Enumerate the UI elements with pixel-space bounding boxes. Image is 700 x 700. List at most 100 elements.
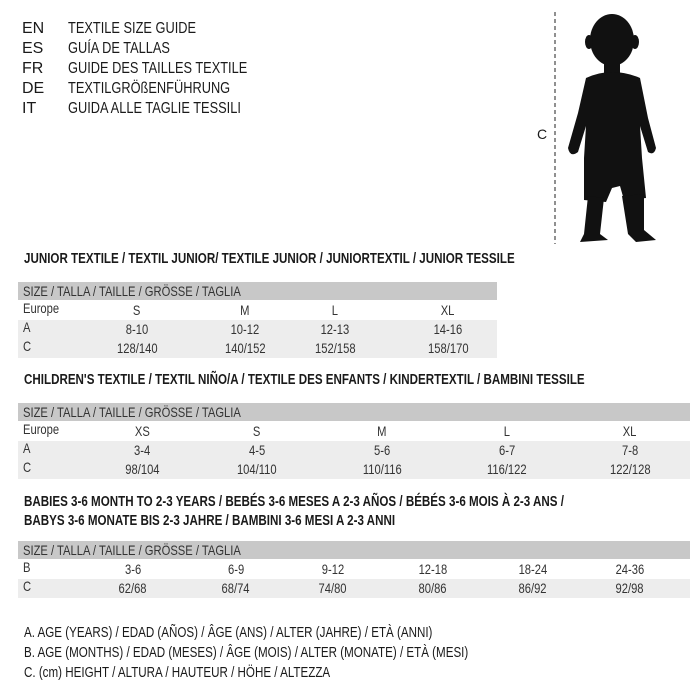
row-label: A bbox=[23, 439, 32, 458]
lang-text-de: TEXTILGRÖßENFÜHRUNG bbox=[68, 80, 231, 97]
table-title: BABIES 3-6 MONTH TO 2-3 YEARS / BEBÉS 3-… bbox=[24, 493, 699, 512]
table-cell-text: 12-13 bbox=[320, 321, 350, 337]
child-silhouette bbox=[568, 14, 656, 242]
lang-code-es: ES bbox=[22, 40, 44, 57]
lang-text-en: TEXTILE SIZE GUIDE bbox=[68, 20, 197, 37]
table-header: SIZE / TALLA / TAILLE / GRÖSSE / TAGLIA bbox=[18, 541, 690, 559]
table-cell: 4-5 bbox=[207, 441, 307, 460]
lang-text-es: GUÍA DE TALLAS bbox=[68, 40, 170, 57]
table-cell: 6-7 bbox=[457, 441, 557, 460]
table-cell: 14-16 bbox=[398, 320, 498, 339]
child-silhouette-icon bbox=[554, 12, 656, 244]
row-label: C bbox=[23, 458, 33, 477]
table-cell: 10-12 bbox=[195, 320, 295, 339]
table-cell: XL bbox=[398, 301, 498, 320]
row-label: Europe bbox=[23, 299, 68, 318]
table-cell-text: S bbox=[133, 302, 141, 318]
table-cell-text: 116/122 bbox=[487, 461, 527, 477]
table-cell: 6-9 bbox=[186, 560, 286, 579]
table-cell: 158/170 bbox=[398, 339, 498, 358]
table-row: Europe S M L XL bbox=[18, 299, 498, 320]
table-cell: 62/68 bbox=[83, 579, 183, 598]
table-cell: 24-36 bbox=[580, 560, 680, 579]
lang-code-en: EN bbox=[22, 20, 45, 37]
table-cell: 152/158 bbox=[285, 339, 385, 358]
table-cell: 7-8 bbox=[580, 441, 680, 460]
table-header-text: SIZE / TALLA / TAILLE / GRÖSSE / TAGLIA bbox=[23, 404, 241, 420]
legend-b: B. AGE (MONTHS) / EDAD (MESES) / ÂGE (MO… bbox=[24, 645, 469, 661]
table-title-text: JUNIOR TEXTILE / TEXTIL JUNIOR/ TEXTILE … bbox=[24, 251, 515, 267]
row-label: A bbox=[23, 318, 32, 337]
lang-code-de: DE bbox=[22, 80, 45, 97]
table-row: C 62/68 68/74 74/80 80/86 86/92 92/98 bbox=[18, 578, 690, 598]
table-cell: 80/86 bbox=[383, 579, 483, 598]
row-label-text: C bbox=[23, 578, 32, 594]
table-row: Europe XS S M L XL bbox=[18, 421, 690, 441]
table-cell-text: 24-36 bbox=[615, 561, 645, 577]
table-cell: 98/104 bbox=[92, 460, 192, 479]
table-cell-text: M bbox=[240, 302, 250, 318]
table-cell-text: 128/140 bbox=[116, 340, 158, 356]
table-cell: L bbox=[285, 301, 385, 320]
table-cell: L bbox=[457, 422, 557, 441]
table-cell: 3-4 bbox=[92, 441, 192, 460]
row-label-text: B bbox=[23, 559, 31, 575]
table-row: A 3-4 4-5 5-6 6-7 7-8 bbox=[18, 439, 690, 460]
table-cell-text: 122/128 bbox=[609, 461, 651, 477]
table-cell: 12-18 bbox=[383, 560, 483, 579]
table-cell-text: 68/74 bbox=[221, 580, 251, 596]
table-cell: 8-10 bbox=[87, 320, 187, 339]
table-cell-text: 80/86 bbox=[418, 580, 448, 596]
table-cell-text: 3-4 bbox=[133, 442, 151, 458]
table-row: C 98/104 104/110 110/116 116/122 122/128 bbox=[18, 458, 690, 479]
lang-text-fr: GUIDE DES TAILLES TEXTILE bbox=[68, 60, 248, 77]
table-cell-text: 10-12 bbox=[230, 321, 260, 337]
table-cell: 5-6 bbox=[332, 441, 432, 460]
table-cell-text: 3-6 bbox=[124, 561, 142, 577]
table-cell: 116/122 bbox=[457, 460, 557, 479]
table-title-text: BABYS 3-6 MONATE BIS 2-3 JAHRE / BAMBINI… bbox=[24, 513, 396, 529]
lang-code-fr: FR bbox=[22, 60, 44, 77]
table-cell: M bbox=[195, 301, 295, 320]
table-cell: 86/92 bbox=[483, 579, 583, 598]
table-cell-text: 9-12 bbox=[321, 561, 345, 577]
table-cell-text: 62/68 bbox=[118, 580, 148, 596]
table-title: JUNIOR TEXTILE / TEXTIL JUNIOR/ TEXTILE … bbox=[24, 250, 637, 269]
table-title: CHILDREN'S TEXTILE / TEXTIL NIÑO/A / TEX… bbox=[24, 371, 700, 390]
table-cell-text: 5-6 bbox=[373, 442, 391, 458]
table-cell-text: 18-24 bbox=[518, 561, 548, 577]
row-label: C bbox=[23, 337, 33, 356]
table-cell: 140/152 bbox=[195, 339, 295, 358]
table-cell-text: 140/152 bbox=[224, 340, 266, 356]
table-row: B 3-6 6-9 9-12 12-18 18-24 24-36 bbox=[18, 559, 690, 579]
table-cell-text: 152/158 bbox=[314, 340, 356, 356]
table-title-text: BABIES 3-6 MONTH TO 2-3 YEARS / BEBÉS 3-… bbox=[24, 494, 564, 510]
table-header: SIZE / TALLA / TAILLE / GRÖSSE / TAGLIA bbox=[18, 403, 690, 421]
table-row: A 8-10 10-12 12-13 14-16 bbox=[18, 318, 498, 339]
table-cell: 9-12 bbox=[283, 560, 383, 579]
table-cell-text: 14-16 bbox=[433, 321, 463, 337]
table-cell-text: 74/80 bbox=[318, 580, 348, 596]
table-header-text: SIZE / TALLA / TAILLE / GRÖSSE / TAGLIA bbox=[23, 283, 241, 299]
table-cell-text: 6-7 bbox=[498, 442, 516, 458]
table-cell: S bbox=[87, 301, 187, 320]
table-title: BABYS 3-6 MONATE BIS 2-3 JAHRE / BAMBINI… bbox=[24, 512, 488, 531]
table-cell: 68/74 bbox=[186, 579, 286, 598]
row-label-text: Europe bbox=[23, 421, 60, 437]
table-cell-text: 7-8 bbox=[621, 442, 639, 458]
table-cell-text: S bbox=[253, 423, 261, 439]
table-header-text: SIZE / TALLA / TAILLE / GRÖSSE / TAGLIA bbox=[23, 542, 241, 558]
table-cell-text: 158/170 bbox=[427, 340, 469, 356]
table-cell: 122/128 bbox=[580, 460, 680, 479]
table-cell-text: XS bbox=[134, 423, 150, 439]
table-cell-text: 12-18 bbox=[418, 561, 448, 577]
table-cell-text: 98/104 bbox=[124, 461, 160, 477]
table-cell: 74/80 bbox=[283, 579, 383, 598]
table-cell: 128/140 bbox=[87, 339, 187, 358]
table-cell-text: XL bbox=[441, 302, 455, 318]
row-label-text: Europe bbox=[23, 300, 60, 316]
table-cell: 18-24 bbox=[483, 560, 583, 579]
table-cell: 3-6 bbox=[83, 560, 183, 579]
table-cell: XS bbox=[92, 422, 192, 441]
table-cell-text: 104/110 bbox=[237, 461, 277, 477]
